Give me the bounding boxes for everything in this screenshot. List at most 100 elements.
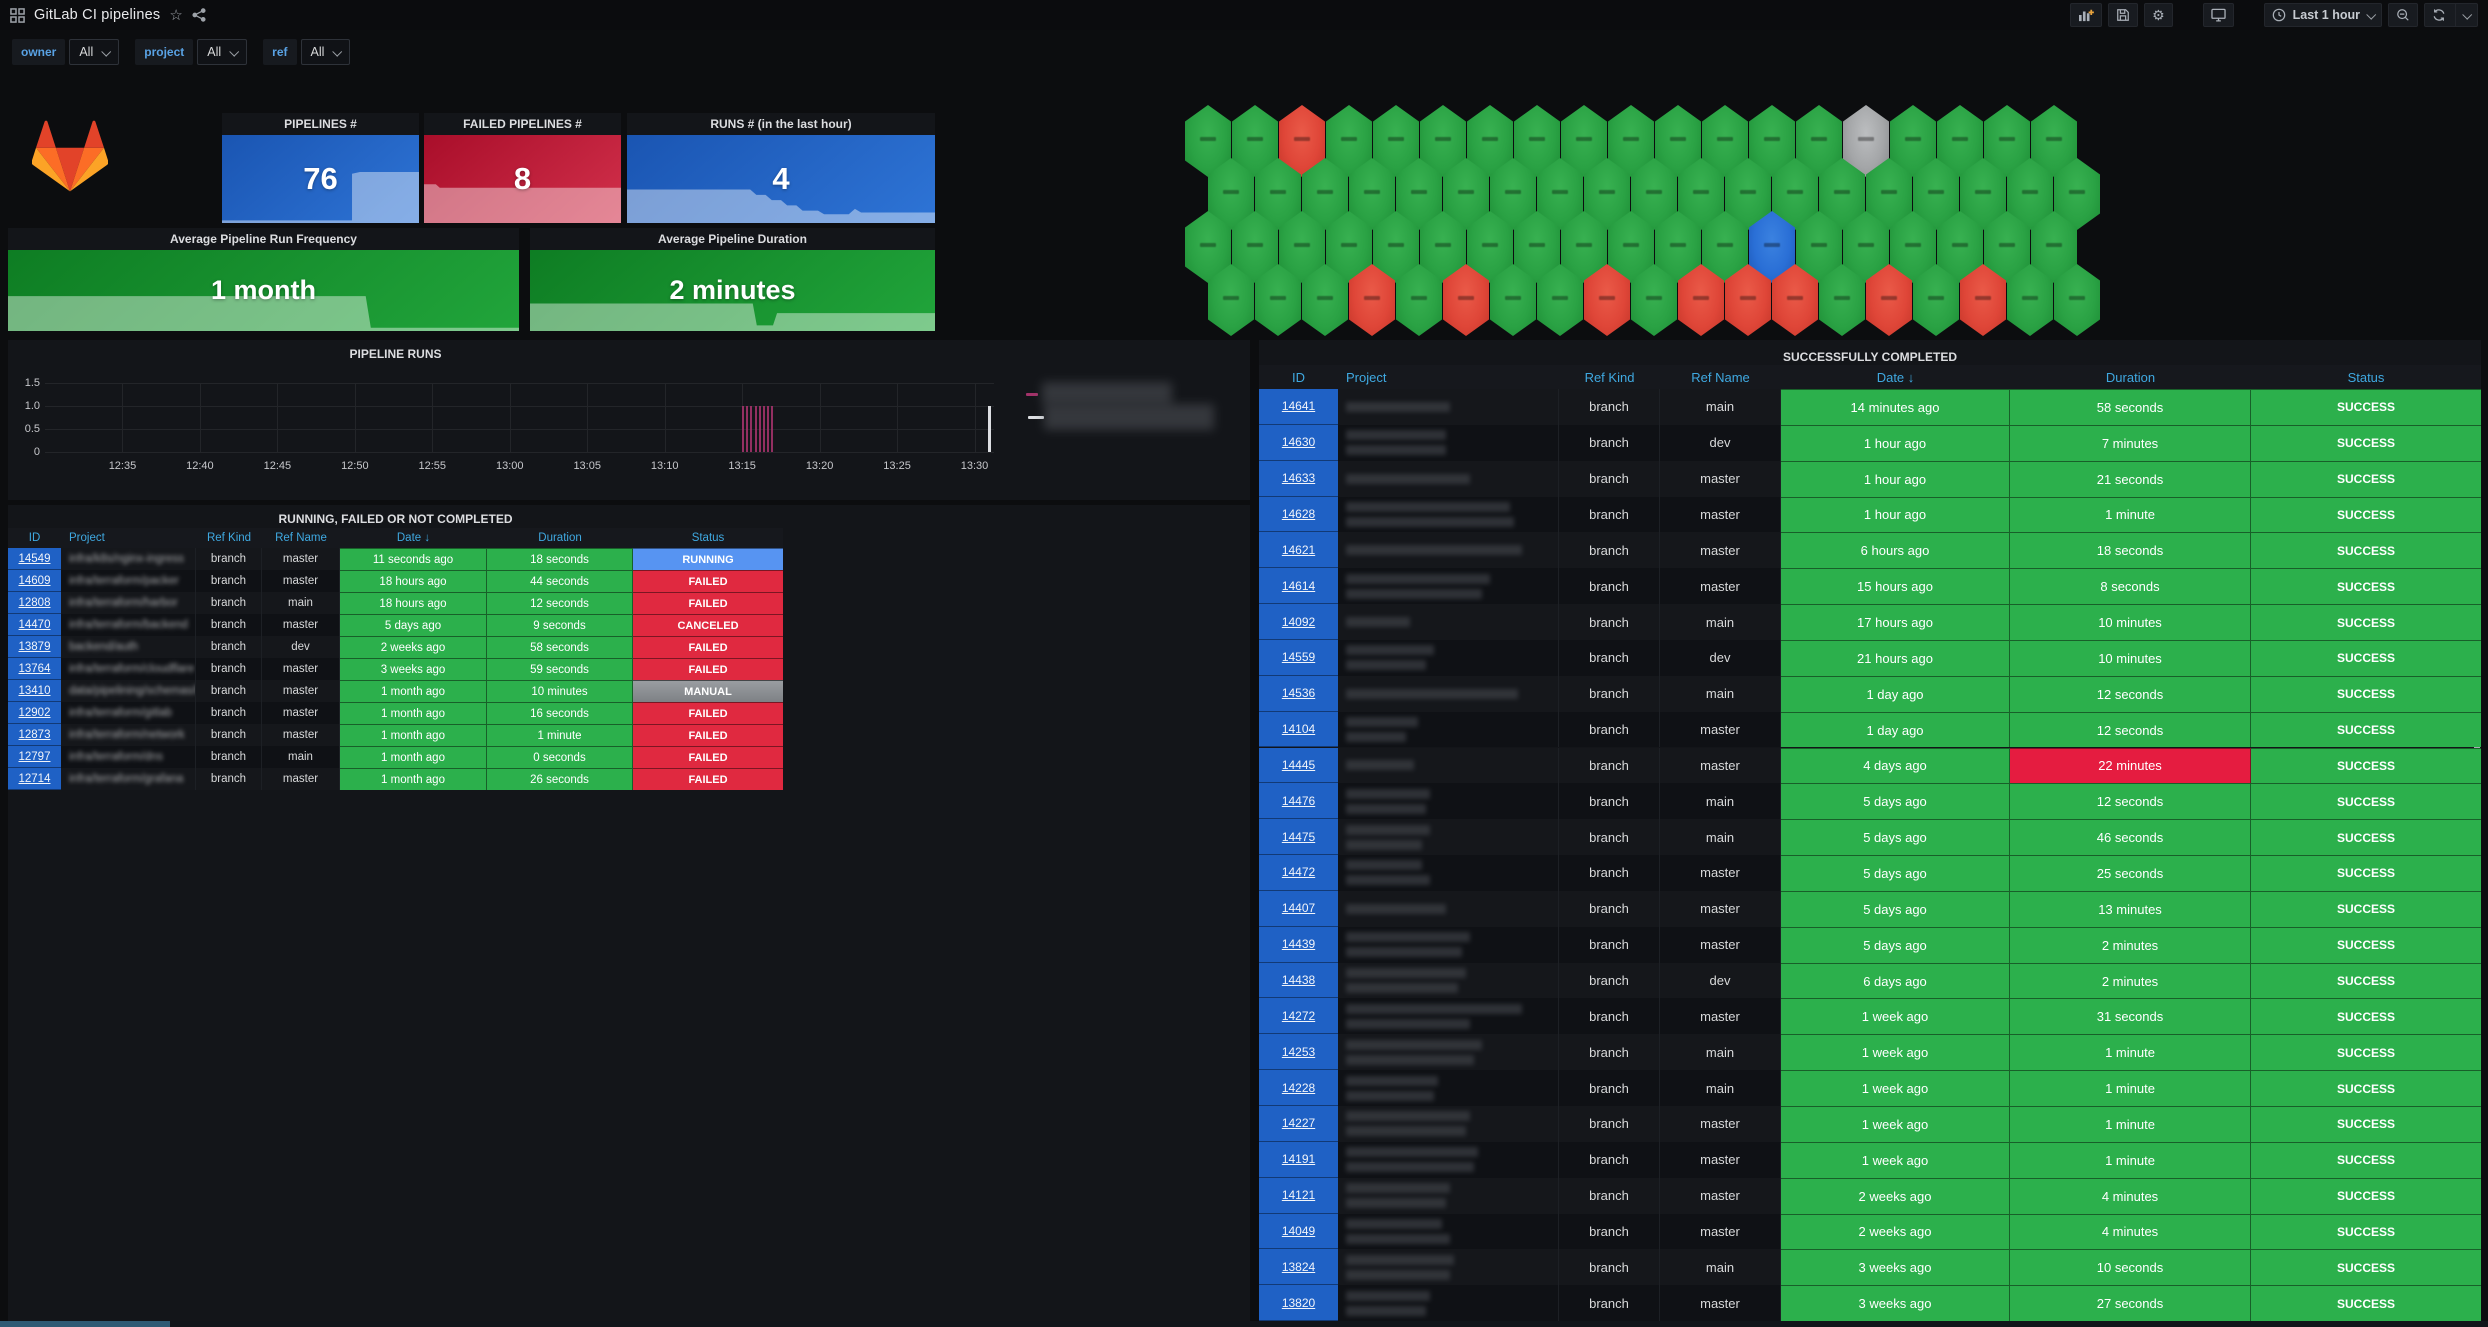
pipeline-id-link[interactable]: 12873 <box>18 728 51 741</box>
pipeline-id-link[interactable]: 14633 <box>1281 471 1316 486</box>
pipeline-id-link[interactable]: 14228 <box>1281 1080 1316 1095</box>
save-dashboard-button[interactable] <box>2108 3 2139 27</box>
pipeline-id-link[interactable]: 14227 <box>1281 1116 1316 1131</box>
pipeline-id-link[interactable]: 14628 <box>1281 506 1316 521</box>
grid-line <box>199 383 201 452</box>
pipeline-id-link[interactable]: 14445 <box>1281 757 1316 772</box>
column-header-project[interactable]: Project <box>69 532 105 544</box>
refresh-interval-dropdown[interactable] <box>2455 4 2473 26</box>
honeycomb-hexagon[interactable] <box>1490 264 1536 336</box>
pipeline-id-link[interactable]: 12808 <box>18 596 51 609</box>
hexagon-label-redacted <box>1458 189 1474 194</box>
dashboard-title[interactable]: GitLab CI pipelines <box>34 7 161 23</box>
honeycomb-hexagon[interactable] <box>1678 264 1724 336</box>
pipeline-id-link[interactable]: 13879 <box>18 640 51 653</box>
honeycomb-hexagon[interactable] <box>1396 264 1442 336</box>
pipeline-id-link[interactable]: 14549 <box>18 552 51 565</box>
honeycomb-hexagon[interactable] <box>1819 264 1865 336</box>
pipeline-id-link[interactable]: 14092 <box>1281 614 1316 629</box>
honeycomb-hexagon[interactable] <box>1537 264 1583 336</box>
project-name-redacted: infra/terraform/backend <box>69 619 188 631</box>
pipeline-id-link[interactable]: 12797 <box>18 750 51 763</box>
variable-value-dropdown[interactable]: All <box>69 39 120 65</box>
honeycomb-hexagon[interactable] <box>1960 264 2006 336</box>
column-header-duration[interactable]: Duration <box>538 532 582 544</box>
column-header-date-[interactable]: Date ↓ <box>396 532 431 544</box>
honeycomb-hexagon[interactable] <box>1866 264 1912 336</box>
variable-value-dropdown[interactable]: All <box>197 39 248 65</box>
honeycomb-hexagon[interactable] <box>1302 264 1348 336</box>
pipeline-id-link[interactable]: 14407 <box>1281 901 1316 916</box>
pipeline-id-link[interactable]: 12714 <box>18 772 51 785</box>
honeycomb-hexagon[interactable] <box>1349 264 1395 336</box>
column-header-project[interactable]: Project <box>1346 369 1387 385</box>
pipeline-id-link[interactable]: 14536 <box>1281 686 1316 701</box>
pipeline-id-link[interactable]: 14104 <box>1281 722 1316 737</box>
time-range-picker[interactable]: Last 1 hour <box>2263 3 2382 27</box>
hexagon-label-redacted <box>2046 242 2062 247</box>
project-name-redacted <box>1346 1111 1470 1122</box>
pipeline-id-link[interactable]: 14641 <box>1281 399 1316 414</box>
pipeline-id-link[interactable]: 14253 <box>1281 1044 1316 1059</box>
pipeline-id-link[interactable]: 14609 <box>18 574 51 587</box>
pipeline-id-link[interactable]: 14470 <box>18 618 51 631</box>
scrollbar-thumb[interactable] <box>0 1321 170 1327</box>
honeycomb-hexagon[interactable] <box>1255 264 1301 336</box>
pipeline-id-link[interactable]: 14438 <box>1281 973 1316 988</box>
column-header-status[interactable]: Status <box>691 532 725 544</box>
column-header-date-[interactable]: Date ↓ <box>1876 369 1915 385</box>
add-panel-button[interactable] <box>2070 3 2103 27</box>
pipeline-id-link[interactable]: 14121 <box>1281 1188 1316 1203</box>
project-cell <box>1338 639 1559 676</box>
status-badge: FAILED <box>633 702 783 724</box>
pipeline-id-link[interactable]: 14049 <box>1281 1223 1316 1238</box>
dashboards-grid-icon[interactable] <box>10 7 25 23</box>
honeycomb-hexagon[interactable] <box>1725 264 1771 336</box>
column-header-id[interactable]: ID <box>1292 369 1305 385</box>
pipeline-id-link[interactable]: 14475 <box>1281 829 1316 844</box>
pipeline-id-link[interactable]: 14476 <box>1281 793 1316 808</box>
column-header-ref-kind[interactable]: Ref Kind <box>1584 369 1635 385</box>
pipeline-id-link[interactable]: 13824 <box>1281 1259 1316 1274</box>
pipeline-id-link[interactable]: 14191 <box>1281 1152 1316 1167</box>
duration-cell: 10 minutes <box>487 680 633 702</box>
tv-mode-button[interactable] <box>2202 3 2234 27</box>
column-header-ref-name[interactable]: Ref Name <box>275 532 327 544</box>
honeycomb-hexagon[interactable] <box>2007 264 2053 336</box>
hexagon-label-redacted <box>2022 295 2038 300</box>
column-header-ref-kind[interactable]: Ref Kind <box>206 532 252 544</box>
pipeline-id-link[interactable]: 13410 <box>18 684 51 697</box>
pipeline-id-link[interactable]: 13764 <box>18 662 51 675</box>
pipeline-id-link[interactable]: 14630 <box>1281 435 1316 450</box>
pipeline-id-link[interactable]: 13820 <box>1281 1295 1316 1310</box>
pipeline-id-link[interactable]: 14559 <box>1281 650 1316 665</box>
pipeline-id-link[interactable]: 14439 <box>1281 937 1316 952</box>
column-header-ref-name[interactable]: Ref Name <box>1691 369 1750 385</box>
column-header-status[interactable]: Status <box>2347 369 2385 385</box>
column-header-duration[interactable]: Duration <box>2105 369 2156 385</box>
honeycomb-hexagon[interactable] <box>1443 264 1489 336</box>
ref-name-cell: master <box>1660 496 1781 533</box>
refresh-button[interactable] <box>2424 3 2478 27</box>
dashboard-settings-button[interactable]: ⚙ <box>2144 3 2173 27</box>
honeycomb-hexagon[interactable] <box>1631 264 1677 336</box>
pipeline-id-link[interactable]: 14621 <box>1281 542 1316 557</box>
honeycomb-hexagon[interactable] <box>1584 264 1630 336</box>
variable-value-dropdown[interactable]: All <box>300 39 351 65</box>
column-header-id[interactable]: ID <box>28 532 41 544</box>
honeycomb-hexagon[interactable] <box>1208 264 1254 336</box>
pipeline-id-link[interactable]: 14272 <box>1281 1008 1316 1023</box>
project-name-redacted <box>1346 617 1410 628</box>
honeycomb-hexagon[interactable] <box>1913 264 1959 336</box>
share-icon[interactable] <box>192 8 206 22</box>
honeycomb-hexagon[interactable] <box>2054 264 2100 336</box>
pipeline-id-link[interactable]: 14472 <box>1281 865 1316 880</box>
star-icon[interactable]: ☆ <box>169 7 183 24</box>
honeycomb-hexagon[interactable] <box>1772 264 1818 336</box>
pipeline-id-link[interactable]: 14614 <box>1281 578 1316 593</box>
horizontal-scrollbar[interactable] <box>0 1321 2488 1327</box>
pipeline-id-link[interactable]: 12902 <box>18 706 51 719</box>
zoom-out-button[interactable] <box>2388 3 2418 27</box>
pipeline-id-cell: 14092 <box>1259 604 1338 640</box>
variable-filter: owner All <box>12 39 120 65</box>
